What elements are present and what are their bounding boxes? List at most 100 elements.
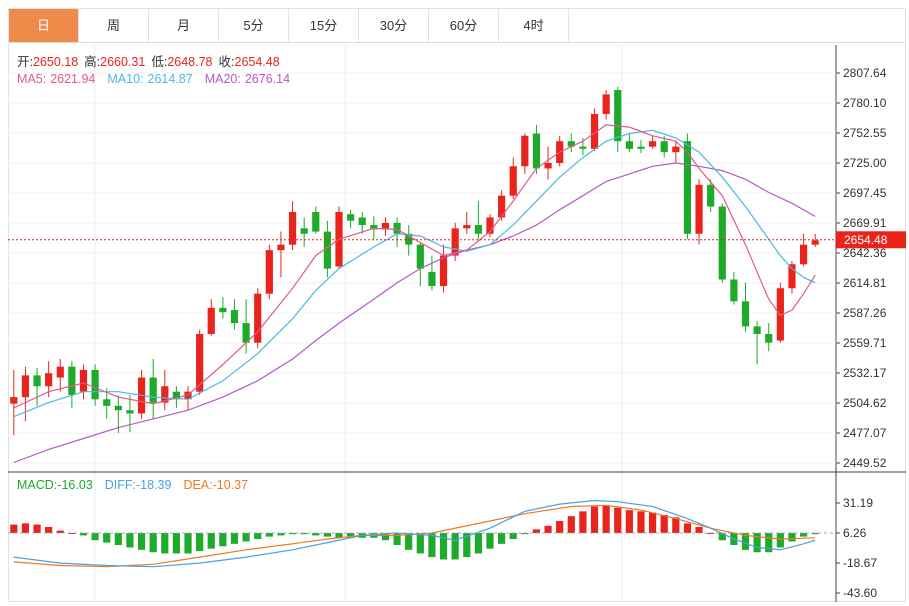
macd-bar bbox=[161, 533, 169, 554]
candle-body bbox=[149, 377, 157, 403]
candle-body bbox=[405, 233, 413, 245]
y-tick-label: 2642.36 bbox=[843, 246, 887, 260]
candle-body bbox=[207, 307, 215, 334]
candle-body bbox=[811, 240, 819, 245]
candle-body bbox=[300, 228, 308, 234]
macd-bar bbox=[579, 511, 587, 533]
macd-bar bbox=[660, 514, 668, 533]
macd-bar bbox=[521, 533, 529, 535]
candle-body bbox=[498, 195, 506, 218]
macd-tick-label: 6.26 bbox=[843, 526, 867, 540]
candle-body bbox=[486, 217, 494, 234]
macd-bar bbox=[242, 533, 250, 542]
y-tick-label: 2614.81 bbox=[843, 276, 887, 290]
candle-body bbox=[381, 222, 390, 230]
tab-0[interactable]: 日 bbox=[9, 9, 79, 42]
macd-bar bbox=[219, 533, 227, 547]
candle-body bbox=[695, 184, 703, 234]
candle-body bbox=[765, 333, 773, 343]
macd-bar bbox=[33, 524, 41, 533]
macd-bar bbox=[439, 533, 448, 560]
candle-body bbox=[509, 166, 517, 196]
tab-3[interactable]: 5分 bbox=[219, 9, 289, 42]
tab-1[interactable]: 周 bbox=[79, 9, 149, 42]
candle-body bbox=[544, 162, 552, 169]
ma5-line bbox=[13, 124, 816, 409]
macd-bar bbox=[498, 533, 506, 544]
ma-info: MA5: 2621.94 MA10: 2614.87 MA20: 2676.14 bbox=[17, 72, 290, 86]
candle-body bbox=[741, 301, 750, 327]
candle-body bbox=[637, 146, 645, 149]
ma10-line bbox=[13, 129, 816, 418]
candle-body bbox=[428, 271, 436, 287]
macd-bar bbox=[463, 533, 471, 558]
macd-bar bbox=[265, 533, 273, 537]
macd-bar bbox=[556, 520, 564, 533]
period-tabs: 日周月 5分 15分 30分 60分 4时 bbox=[8, 8, 906, 43]
tab-4[interactable]: 15分 bbox=[289, 9, 359, 42]
macd-bar bbox=[590, 506, 599, 533]
macd-bar bbox=[428, 533, 436, 558]
y-tick-label: 2504.62 bbox=[843, 396, 887, 410]
candle-body bbox=[730, 279, 738, 302]
macd-bar bbox=[149, 533, 157, 553]
macd-bar bbox=[10, 524, 18, 533]
y-tick-label: 2669.91 bbox=[843, 216, 887, 230]
macd-bar bbox=[602, 505, 610, 533]
tab-5[interactable]: 30分 bbox=[359, 9, 429, 42]
candle-body bbox=[579, 146, 587, 149]
macd-bar bbox=[184, 533, 192, 554]
grid-lines bbox=[8, 45, 906, 602]
macd-bar bbox=[277, 533, 285, 536]
candle-body bbox=[79, 369, 88, 392]
macd-bar bbox=[288, 533, 297, 535]
macd-bar bbox=[137, 533, 146, 550]
candle-body bbox=[590, 113, 599, 149]
macd-bar bbox=[335, 533, 343, 538]
candle-body bbox=[288, 212, 297, 245]
macd-tick-label: -43.60 bbox=[843, 586, 877, 600]
candle-body bbox=[114, 405, 122, 411]
y-tick-label: 2587.26 bbox=[843, 306, 887, 320]
candle-body bbox=[103, 399, 111, 406]
candle-body bbox=[567, 141, 575, 147]
y-tick-label: 2532.17 bbox=[843, 366, 887, 380]
y-tick-label: 2449.52 bbox=[843, 456, 887, 470]
y-tick-label: 2697.45 bbox=[843, 186, 887, 200]
macd-tick-label: -18.67 bbox=[843, 556, 877, 570]
candle-body bbox=[172, 391, 181, 400]
macd-bar bbox=[254, 533, 262, 540]
tab-2[interactable]: 月 bbox=[149, 9, 219, 42]
candle-body bbox=[474, 225, 482, 234]
macd-bar bbox=[126, 533, 134, 548]
candle-body bbox=[439, 255, 448, 287]
candle-body bbox=[660, 141, 668, 153]
macd-bar bbox=[799, 533, 808, 537]
macd-bar bbox=[509, 533, 517, 540]
last-price-tag bbox=[836, 231, 906, 249]
candle-body bbox=[358, 217, 366, 226]
macd-bar bbox=[672, 517, 680, 533]
tab-7[interactable]: 4时 bbox=[499, 9, 569, 42]
candle-body bbox=[161, 386, 169, 403]
candle-body bbox=[91, 369, 99, 400]
price-y-axis: 2807.64 2780.10 2752.55 2725.00 2697.45 2669.… bbox=[836, 66, 887, 470]
candle-body bbox=[718, 206, 726, 280]
macd-bar bbox=[207, 533, 215, 549]
tab-6[interactable]: 60分 bbox=[429, 9, 499, 42]
chart-frame bbox=[8, 43, 906, 602]
candle-body bbox=[776, 288, 784, 341]
candle-body bbox=[312, 212, 320, 232]
macd-bar bbox=[486, 533, 494, 549]
macd-bar bbox=[648, 512, 657, 533]
macd-bar bbox=[381, 533, 390, 541]
macd-bar bbox=[300, 533, 308, 535]
candle-body bbox=[416, 244, 424, 269]
candle-body bbox=[323, 231, 331, 269]
macd-bar bbox=[79, 533, 88, 536]
candle-body bbox=[33, 375, 41, 387]
candle-body bbox=[56, 366, 64, 378]
macd-bar bbox=[718, 533, 726, 541]
candle-body bbox=[707, 184, 715, 207]
